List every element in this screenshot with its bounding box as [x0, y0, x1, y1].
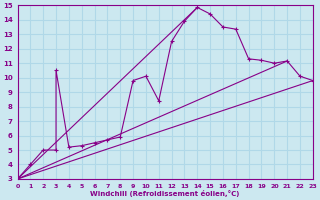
X-axis label: Windchill (Refroidissement éolien,°C): Windchill (Refroidissement éolien,°C)	[91, 190, 240, 197]
